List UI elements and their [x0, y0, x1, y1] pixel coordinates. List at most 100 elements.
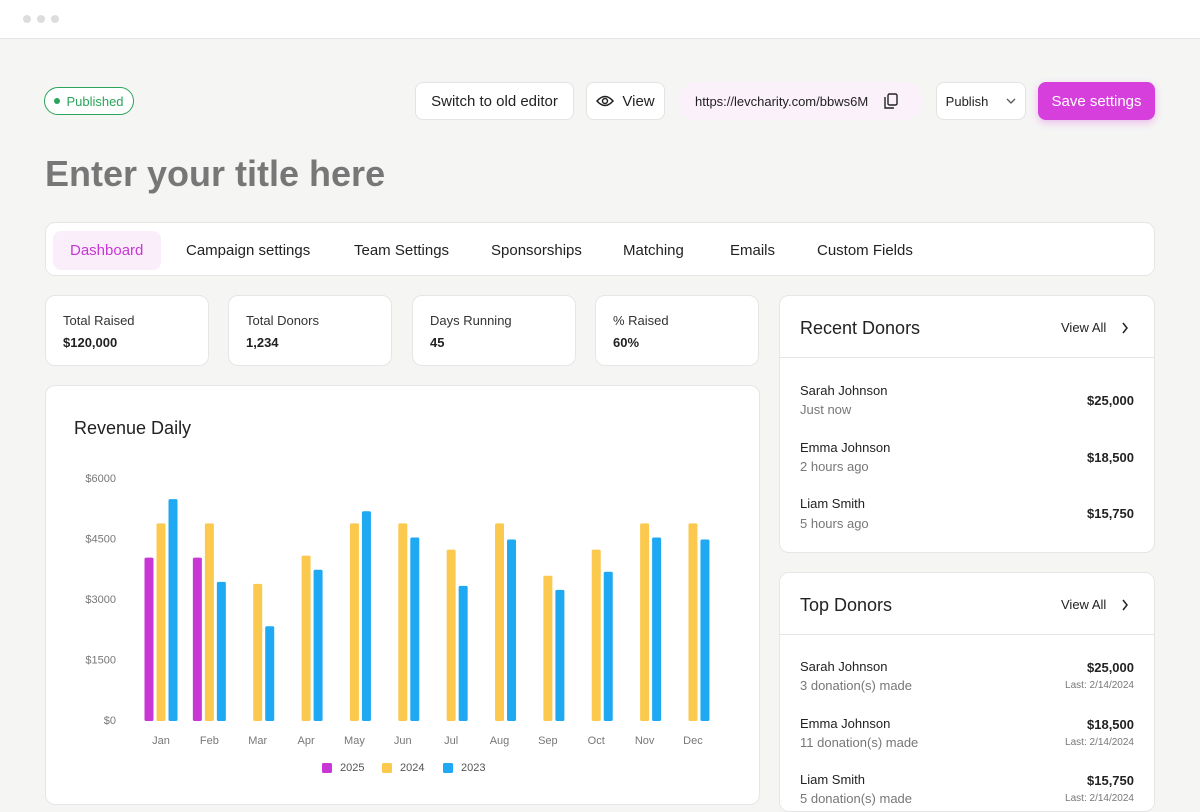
- y-tick-label: $3000: [85, 594, 116, 606]
- stat-value: 45: [430, 335, 445, 350]
- legend-label: 2023: [461, 762, 485, 774]
- chevron-right[interactable]: [1121, 599, 1129, 611]
- donor-name: Liam Smith: [800, 496, 866, 511]
- status-text: Published: [66, 93, 124, 109]
- x-tick-label: Nov: [635, 735, 655, 747]
- view-all-link[interactable]: View All: [1061, 597, 1107, 612]
- donor-time: 2 hours ago: [800, 459, 869, 474]
- title-input[interactable]: Enter your title here: [45, 153, 386, 194]
- recent-donors-panel: Recent Donors View All Sarah Johnson Jus…: [779, 295, 1155, 553]
- bar: [652, 537, 662, 721]
- top-donors-panel: Top Donors View All Sarah Johnson 3 dona…: [779, 572, 1155, 812]
- bar: [361, 511, 371, 721]
- save-button[interactable]: Save settings: [1038, 82, 1155, 120]
- chart: Revenue Daily $0 $1500 $3000 $4500 $6000 Jan F…: [74, 418, 710, 774]
- stat-card: Days Running 45: [412, 295, 576, 366]
- donor-name: Emma Johnson: [800, 440, 891, 455]
- panel-title: Top Donors: [800, 595, 893, 615]
- donor-amount: $18,500: [1087, 450, 1134, 465]
- tab[interactable]: Sponsorships: [491, 242, 582, 259]
- x-tick-label: May: [344, 735, 365, 747]
- bar: [555, 589, 565, 721]
- donor-count: 11 donation(s) made: [800, 735, 919, 750]
- status-badge: Published: [44, 87, 134, 115]
- chevron-right[interactable]: [1121, 322, 1129, 334]
- y-tick-label: $1500: [85, 654, 116, 666]
- bar: [398, 523, 408, 721]
- chevron-down: [1006, 98, 1016, 104]
- y-tick-label: $6000: [85, 473, 116, 485]
- donor-count: 5 donation(s) made: [800, 791, 913, 806]
- x-tick-label: Oct: [588, 735, 605, 747]
- bar: [156, 523, 166, 721]
- donor-last: Last: 2/14/2024: [1065, 680, 1134, 691]
- legend-label: 2025: [340, 762, 364, 774]
- donor-amount: $25,000: [1087, 393, 1134, 408]
- stat-label: Total Donors: [246, 313, 319, 328]
- view-button[interactable]: View: [586, 82, 665, 120]
- bar: [216, 581, 226, 721]
- donor-count: 3 donation(s) made: [800, 678, 913, 693]
- legend-swatch: [322, 763, 332, 773]
- legend-swatch: [443, 763, 453, 773]
- divider: [780, 357, 1154, 358]
- donor-amount: $18,500: [1087, 717, 1134, 732]
- bar: [253, 583, 263, 721]
- bar: [640, 523, 650, 721]
- bar: [603, 571, 613, 721]
- x-tick-label: Mar: [248, 735, 267, 747]
- stat-card: Total Donors 1,234: [228, 295, 392, 366]
- y-tick-label: $0: [104, 715, 116, 727]
- bar: [495, 523, 505, 721]
- bar: [458, 585, 468, 721]
- chart-card: Revenue Daily $0 $1500 $3000 $4500 $6000 Jan F…: [45, 385, 760, 805]
- bar: [507, 539, 517, 721]
- eye-icon: [596, 95, 615, 107]
- donor-name: Sarah Johnson: [800, 659, 888, 674]
- x-tick-label: Apr: [298, 735, 315, 747]
- url-text: https://levcharity.com/bbws6M: [695, 93, 869, 109]
- publish-text: Publish: [945, 93, 989, 109]
- tab[interactable]: Matching: [623, 242, 684, 259]
- tab[interactable]: Custom Fields: [817, 242, 913, 259]
- stat-value: 1,234: [246, 335, 279, 350]
- donor-name: Sarah Johnson: [800, 383, 888, 398]
- bar: [168, 499, 178, 721]
- bar: [301, 555, 311, 721]
- donor-last: Last: 2/14/2024: [1065, 737, 1134, 748]
- status-dot: [54, 98, 61, 104]
- donor-time: Just now: [800, 402, 852, 417]
- stat-value: 60%: [613, 335, 640, 350]
- stat-label: Days Running: [430, 313, 512, 328]
- legend-label: 2024: [400, 762, 424, 774]
- bar: [700, 539, 710, 721]
- tab[interactable]: Team Settings: [354, 242, 450, 259]
- y-tick-label: $4500: [85, 533, 116, 545]
- bar: [349, 523, 359, 721]
- tab[interactable]: Emails: [730, 242, 776, 259]
- bar: [446, 549, 456, 721]
- bar: [144, 557, 154, 721]
- donor-amount: $15,750: [1087, 773, 1134, 788]
- publish-dropdown[interactable]: Publish: [936, 82, 1026, 120]
- tab[interactable]: Dashboard: [70, 242, 144, 259]
- x-tick-label: Jul: [444, 735, 458, 747]
- switch-editor-button[interactable]: Switch to old editor: [415, 82, 574, 120]
- donor-amount: $15,750: [1087, 506, 1134, 521]
- window-dots: [23, 15, 59, 23]
- bar: [543, 575, 553, 721]
- bar: [410, 537, 420, 721]
- tab[interactable]: Campaign settings: [186, 242, 311, 259]
- donor-amount: $25,000: [1087, 660, 1134, 675]
- url-field[interactable]: https://levcharity.com/bbws6M: [678, 82, 923, 120]
- view-all-link[interactable]: View All: [1061, 320, 1107, 335]
- stat-label: Total Raised: [63, 313, 135, 328]
- x-tick-label: Aug: [490, 735, 510, 747]
- donor-time: 5 hours ago: [800, 516, 869, 531]
- chart-title: Revenue Daily: [74, 418, 191, 438]
- browser-bar: [0, 0, 1200, 39]
- panel-title: Recent Donors: [800, 318, 921, 338]
- x-tick-label: Jun: [394, 735, 412, 747]
- copy-icon[interactable]: [884, 93, 898, 109]
